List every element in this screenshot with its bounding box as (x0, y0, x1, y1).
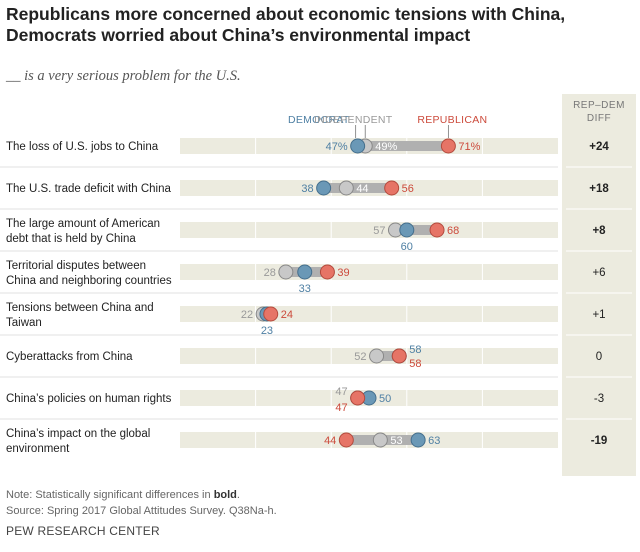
republican-value-label: 58 (409, 358, 421, 370)
independent-value-label: 47 (335, 386, 347, 398)
democrat-value-label: 47% (326, 141, 348, 153)
republican-dot (319, 264, 335, 280)
republican-dot (429, 222, 445, 238)
range-bar (395, 225, 438, 235)
diff-value: +8 (592, 225, 606, 237)
democrat-value-label: 58 (409, 344, 421, 356)
republican-dot (391, 348, 407, 364)
democrat-value-label: 60 (401, 241, 413, 253)
independent-value-label: 44 (356, 183, 368, 195)
democrat-dot (297, 264, 313, 280)
diff-value: +18 (589, 183, 609, 195)
republican-value-label: 24 (281, 309, 293, 321)
diff-value: 0 (596, 351, 602, 363)
diff-value: -3 (594, 393, 604, 405)
republican-value-label: 44 (324, 435, 336, 447)
democrat-value-label: 33 (299, 283, 311, 295)
republican-value-label: 39 (337, 267, 349, 279)
democrat-value-label: 63 (428, 435, 440, 447)
category-label: China’s policies on human rights (6, 393, 172, 405)
republican-value-label: 47 (335, 402, 347, 414)
diff-value: +1 (592, 309, 605, 321)
category-label: Tensions between China and (6, 302, 154, 314)
organization-name: PEW RESEARCH CENTER (6, 524, 160, 538)
independent-value-label: 52 (354, 351, 366, 363)
independent-value-label: 28 (264, 267, 276, 279)
row-track (180, 306, 558, 322)
independent-dot (372, 432, 388, 448)
democrat-value-label: 23 (261, 325, 273, 337)
note-line: Note: Statistically significant differen… (6, 489, 240, 501)
democrat-value-label: 38 (301, 183, 313, 195)
diff-value: +6 (592, 267, 605, 279)
republican-dot (263, 306, 279, 322)
range-bar (323, 183, 392, 193)
democrat-dot (410, 432, 426, 448)
category-label: The large amount of American (6, 218, 160, 230)
category-label: debt that is held by China (6, 233, 136, 245)
republican-dot (338, 432, 354, 448)
category-label: Territorial disputes between (6, 260, 146, 272)
legend-republican: REPUBLICAN (417, 114, 487, 126)
diff-value: -19 (591, 435, 608, 447)
independent-dot (338, 180, 354, 196)
category-label: The U.S. trade deficit with China (6, 183, 172, 195)
diff-panel (562, 94, 636, 476)
footnotes: Note: Statistically significant differen… (6, 487, 277, 519)
democrat-value-label: 50 (379, 393, 391, 405)
category-label: Cyberattacks from China (6, 351, 133, 363)
democrat-dot (350, 138, 366, 154)
range-bar (376, 351, 400, 361)
independent-value-label: 57 (373, 225, 385, 237)
democrat-dot (399, 222, 415, 238)
republican-dot (350, 390, 366, 406)
row-track (180, 222, 558, 238)
republican-dot (384, 180, 400, 196)
republican-dot (440, 138, 456, 154)
range-bar (357, 141, 449, 151)
diff-value: +24 (589, 141, 609, 153)
diff-header: DIFF (587, 113, 611, 124)
independent-dot (369, 348, 385, 364)
independent-dot (278, 264, 294, 280)
row-track (180, 348, 558, 364)
republican-value-label: 71% (458, 141, 480, 153)
category-label: environment (6, 443, 70, 455)
category-label: China’s impact on the global (6, 428, 150, 440)
independent-value-label: 49% (375, 141, 397, 153)
diff-header: REP–DEM (573, 100, 625, 111)
chart-title: Republicans more concerned about economi… (6, 4, 566, 45)
row-track (180, 264, 558, 280)
legend-democrat: DEMOCRAT (288, 114, 350, 126)
category-label: Taiwan (6, 317, 42, 329)
category-label: China and neighboring countries (6, 275, 172, 287)
republican-value-label: 56 (402, 183, 414, 195)
source-line: Source: Spring 2017 Global Attitudes Sur… (6, 505, 277, 517)
category-label: The loss of U.S. jobs to China (6, 141, 159, 153)
independent-value-label: 53 (390, 435, 402, 447)
independent-value-label: 22 (241, 309, 253, 321)
republican-value-label: 68 (447, 225, 459, 237)
legend-independent: INDEPENDENT (314, 114, 393, 126)
chart-subtitle: __ is a very serious problem for the U.S… (6, 68, 241, 84)
democrat-dot (316, 180, 332, 196)
